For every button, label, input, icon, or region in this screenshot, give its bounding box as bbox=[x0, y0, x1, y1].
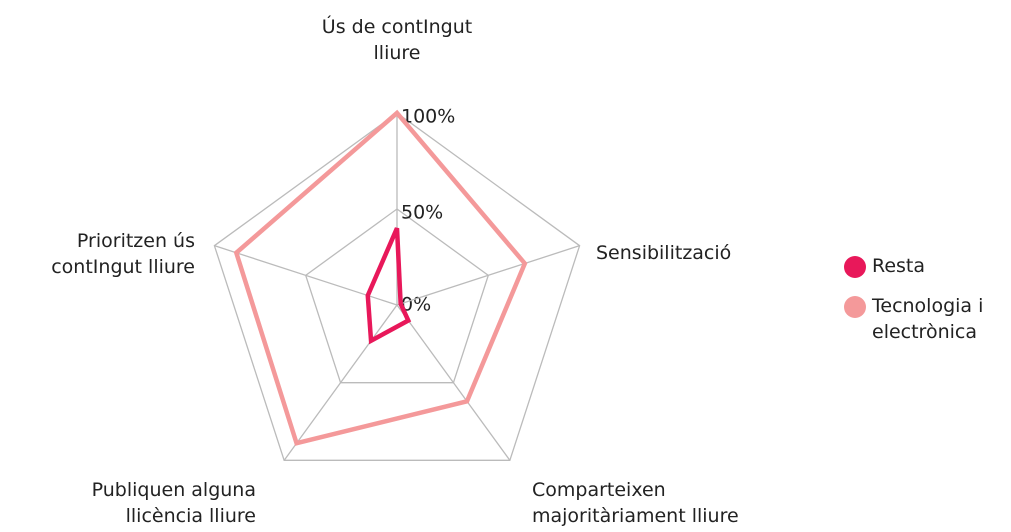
legend-label: Resta bbox=[872, 255, 926, 277]
grid-line bbox=[304, 208, 490, 384]
tick-label: 0% bbox=[401, 294, 431, 316]
spoke bbox=[396, 304, 511, 461]
category-label: Sensibilització bbox=[596, 242, 732, 264]
tick-label: 100% bbox=[401, 106, 455, 128]
legend-marker bbox=[844, 256, 866, 278]
category-label: Prioritzen ús contIngut lliure bbox=[51, 230, 195, 278]
spoke bbox=[283, 304, 398, 461]
category-label: Ús de contIngut lliure bbox=[321, 16, 473, 64]
legend-label: Tecnologia i electrònica bbox=[872, 295, 984, 343]
category-label: Publiquen alguna llicència lliure bbox=[91, 479, 256, 527]
grid-line bbox=[213, 112, 581, 461]
series-line bbox=[365, 227, 412, 345]
series-line bbox=[233, 109, 528, 446]
legend-marker bbox=[844, 296, 866, 318]
tick-label: 50% bbox=[401, 202, 443, 224]
category-label: Comparteixen majoritàriament lliure bbox=[532, 479, 739, 527]
spoke bbox=[396, 245, 580, 306]
